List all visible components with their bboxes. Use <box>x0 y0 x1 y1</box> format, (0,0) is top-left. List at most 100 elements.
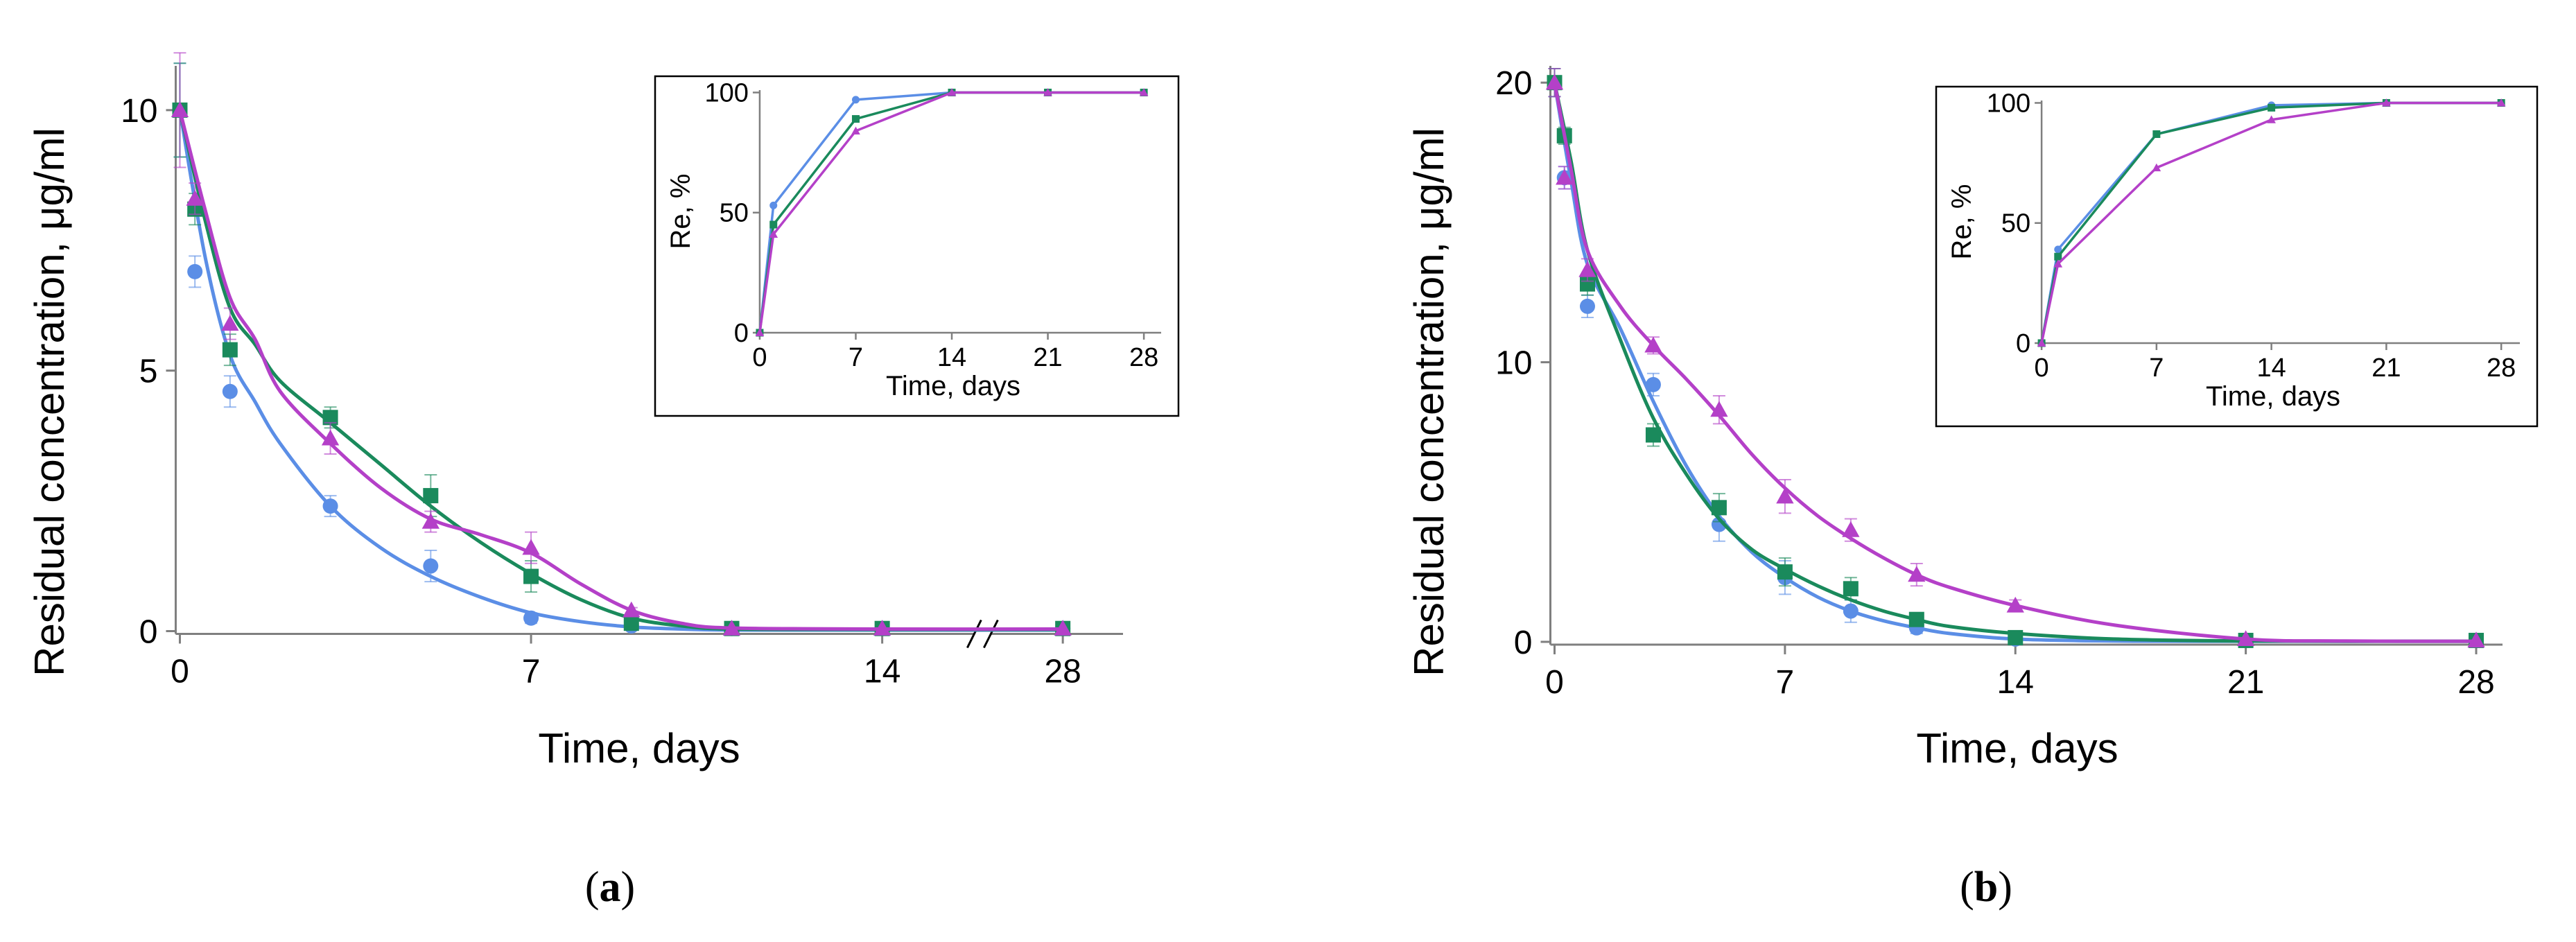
data-point-green-b <box>1711 500 1727 516</box>
inset-series-magenta-b <box>2037 98 2506 347</box>
inset-point-blue-b <box>2054 245 2062 254</box>
axis-break-mark-a <box>983 619 999 649</box>
inset-b: 0 50 100 0 7 14 21 28 Time, days Re, % <box>1935 85 2539 428</box>
inset-point-blue-a <box>769 201 778 209</box>
inset-x-tick-label-b: 7 <box>2149 354 2164 383</box>
inset-x-tick-label-b: 14 <box>2256 354 2286 383</box>
y-axis-title-a: Residual concentration, μg/ml <box>26 128 73 677</box>
data-point-green-a <box>322 410 338 426</box>
panel-label-a: (a) <box>585 864 635 911</box>
data-point-blue-a <box>187 263 203 279</box>
data-point-magenta-a <box>186 190 204 206</box>
inset-x-tick-label-a: 7 <box>848 343 863 372</box>
panel-letter-b: b <box>1974 864 1998 911</box>
data-point-green-b <box>2008 629 2024 645</box>
data-point-magenta-b <box>1776 487 1794 504</box>
inset-x-tick-label-b: 28 <box>2487 354 2516 383</box>
inset-y-tick-label-b: 100 <box>1987 89 2030 118</box>
data-point-magenta-b <box>2006 596 2024 613</box>
inset-point-green-a <box>851 115 860 123</box>
data-point-magenta-a <box>171 101 189 118</box>
x-axis-title-a: Time, days <box>538 725 740 771</box>
inset-frame-b <box>1935 85 2539 428</box>
x-axis-title-b: Time, days <box>1916 725 2118 771</box>
y-tick-label-b: 10 <box>1495 345 1532 382</box>
inset-a: 0 50 100 0 7 14 21 28 Time, days Re, % <box>654 75 1180 417</box>
data-point-magenta-a <box>221 315 239 331</box>
inset-y-tick-label-a: 50 <box>720 199 749 228</box>
axis-break-mark-a <box>966 619 982 649</box>
y-tick-label-b: 20 <box>1495 65 1532 102</box>
data-point-green-b <box>1579 276 1595 292</box>
data-point-magenta-b <box>1644 336 1662 353</box>
inset-point-green-b <box>2152 130 2161 139</box>
data-point-magenta-a <box>722 620 741 636</box>
data-point-magenta-a <box>321 429 340 446</box>
data-point-magenta-b <box>1842 521 1860 537</box>
data-point-blue-a <box>322 498 338 514</box>
data-point-magenta-b <box>2467 631 2485 648</box>
inset-y-axis-title-b: Re, % <box>1947 184 1977 260</box>
data-point-magenta-b <box>2236 630 2255 647</box>
inset-point-green-a <box>769 220 778 229</box>
inset-point-magenta-b <box>2152 163 2161 172</box>
panel-letter-a: a <box>600 864 621 911</box>
x-tick-label-b: 21 <box>2227 664 2264 701</box>
inset-series-magenta-a <box>755 88 1149 337</box>
inset-point-magenta-b <box>2382 98 2391 107</box>
data-point-magenta-b <box>1556 168 1574 185</box>
inset-y-tick-label-b: 50 <box>2001 209 2030 238</box>
data-point-green-a <box>623 616 639 631</box>
x-tick-label-b: 7 <box>1776 664 1795 701</box>
panel-b: 0 10 20 0 7 14 21 28 Residual concentration, μg… <box>1406 65 2539 911</box>
x-tick-label-a: 7 <box>522 653 541 690</box>
inset-line-magenta-b <box>2040 101 2502 344</box>
data-point-magenta-a <box>873 620 891 636</box>
series-magenta-a <box>171 52 1072 636</box>
inset-y-axis-title-a: Re, % <box>665 174 696 250</box>
inset-x-tick-label-a: 21 <box>1033 343 1062 372</box>
data-point-magenta-b <box>1710 401 1728 417</box>
data-point-green-b <box>1843 581 1859 597</box>
inset-x-tick-label-b: 0 <box>2035 354 2049 383</box>
inset-point-magenta-a <box>1043 88 1052 96</box>
inset-point-magenta-a <box>1139 88 1149 96</box>
y-tick-label-a: 5 <box>139 354 158 390</box>
fit-curve-magenta-a <box>178 110 1063 631</box>
main-plot-b: 0 10 20 0 7 14 21 28 <box>1495 65 2503 701</box>
inset-point-magenta-a <box>851 126 860 134</box>
data-point-green-b <box>1908 611 1924 627</box>
inset-frame-a <box>654 75 1180 417</box>
x-tick-label-a: 28 <box>1044 653 1081 690</box>
fit-curve-magenta-b <box>1553 82 2477 643</box>
inset-x-axis-title-b: Time, days <box>2206 381 2340 412</box>
inset-point-green-b <box>2054 252 2062 261</box>
y-axis-title-b: Residual concentration, μg/ml <box>1406 128 1452 677</box>
inset-y-tick-label-a: 100 <box>705 78 749 107</box>
inset-y-tick-label-b: 0 <box>2016 329 2030 358</box>
data-point-green-b <box>1645 427 1661 443</box>
panel-label-b: (b) <box>1960 864 2012 911</box>
data-point-magenta-b <box>1578 261 1596 277</box>
inset-point-magenta-b <box>2053 259 2063 268</box>
data-point-magenta-a <box>1054 620 1072 636</box>
inset-point-magenta-a <box>755 328 765 337</box>
data-point-magenta-b <box>1545 73 1564 90</box>
inset-line-magenta-a <box>758 91 1145 333</box>
inset-point-magenta-a <box>769 229 778 238</box>
x-tick-label-a: 0 <box>171 653 189 690</box>
y-tick-label-b: 0 <box>1514 625 1533 661</box>
x-tick-label-a: 14 <box>864 653 900 690</box>
data-point-blue-b <box>1579 298 1595 314</box>
data-point-magenta-a <box>623 601 641 618</box>
inset-point-green-b <box>2268 103 2276 112</box>
data-point-magenta-a <box>421 512 440 529</box>
y-tick-label-a: 10 <box>121 93 157 130</box>
x-tick-label-b: 28 <box>2457 664 2494 701</box>
data-point-blue-a <box>423 558 439 574</box>
inset-point-magenta-b <box>2496 98 2506 107</box>
data-point-green-a <box>423 488 439 504</box>
y-tick-label-a: 0 <box>139 613 158 650</box>
